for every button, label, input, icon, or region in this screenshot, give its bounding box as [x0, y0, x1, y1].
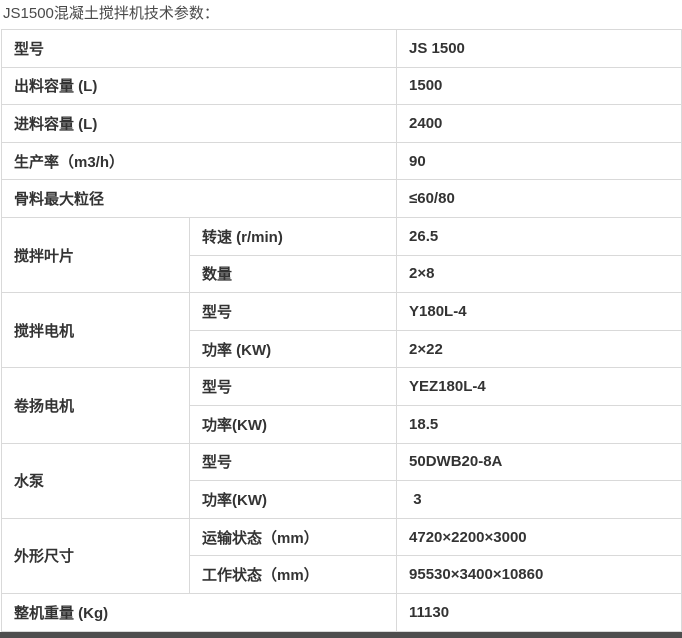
spec-value-cell: 2400 — [396, 104, 682, 143]
page-title: JS1500混凝土搅拌机技术参数： — [3, 5, 219, 22]
table-row: 水泵 型号 50DWB20-8A — [1, 442, 682, 519]
sub-label-cell: 型号 — [188, 442, 398, 482]
table-row: 数量 2×8 — [2, 254, 682, 294]
spec-value-cell: 1500 — [396, 66, 682, 106]
sub-label-cell: 工作状态（mm） — [188, 555, 398, 594]
sub-label-cell: 型号 — [188, 292, 398, 331]
spec-value-cell: 95530×3400×10860 — [396, 555, 682, 594]
spec-value-cell: 2×8 — [396, 254, 682, 294]
spec-value-cell: 4720×2200×3000 — [396, 517, 682, 557]
sub-label-cell: 转速 (r/min) — [188, 216, 398, 256]
group-label-cell: 外形尺寸 — [1, 517, 190, 594]
table-row: 卷扬电机 型号 YEZ180L-4 — [1, 367, 682, 444]
group-label-cell: 卷扬电机 — [1, 367, 190, 444]
sub-label-cell: 功率(KW) — [188, 480, 398, 519]
table-row: 生产率（m3/h） 90 — [0, 141, 682, 181]
table-row: 整机重量 (Kg) 11130 — [0, 592, 682, 632]
spec-value-cell: ≤60/80 — [396, 179, 682, 218]
sub-label-cell: 型号 — [188, 367, 398, 406]
spec-value-cell: 11130 — [396, 592, 682, 632]
group-label-cell: 水泵 — [1, 442, 190, 519]
spec-value-cell: JS 1500 — [396, 29, 682, 68]
sub-label-cell: 数量 — [188, 254, 398, 294]
group-label-cell: 搅拌叶片 — [1, 216, 190, 294]
spec-value-cell: 18.5 — [396, 404, 682, 444]
spec-label-cell: 出料容量 (L) — [0, 66, 398, 106]
spec-value-cell: 3 — [396, 480, 682, 519]
table-row: 搅拌电机 型号 Y180L-4 — [1, 292, 682, 369]
table-row: 工作状态（mm） 95530×3400×10860 — [2, 555, 682, 594]
footer-divider-bar — [0, 632, 682, 638]
table-row: 功率(KW) 18.5 — [2, 404, 682, 444]
spec-label-cell: 骨料最大粒径 — [0, 179, 398, 218]
spec-value-cell: 26.5 — [396, 216, 682, 256]
table-row: 型号 JS 1500 — [0, 29, 682, 68]
sub-label-cell: 运输状态（mm） — [188, 517, 398, 557]
table-row: 进料容量 (L) 2400 — [0, 104, 682, 143]
table-row: 功率 (KW) 2×22 — [2, 329, 682, 369]
sub-label-cell: 功率(KW) — [188, 404, 398, 444]
spec-label-cell: 生产率（m3/h） — [0, 141, 398, 181]
spec-label-cell: 型号 — [0, 29, 398, 68]
table-row: 骨料最大粒径 ≤60/80 — [0, 179, 682, 218]
table-row: 外形尺寸 运输状态（mm） 4720×2200×3000 — [1, 517, 682, 594]
spec-label-cell: 进料容量 (L) — [0, 104, 398, 143]
table-row: 出料容量 (L) 1500 — [0, 66, 682, 106]
group-label-cell: 搅拌电机 — [1, 292, 190, 369]
table-row: 功率(KW) 3 — [2, 480, 682, 519]
spec-value-cell: 90 — [396, 141, 682, 181]
spec-value-cell: 2×22 — [396, 329, 682, 369]
table-row: 搅拌叶片 转速 (r/min) 26.5 — [1, 216, 682, 294]
sub-label-cell: 功率 (KW) — [188, 329, 398, 369]
spec-value-cell: 50DWB20-8A — [396, 442, 682, 482]
spec-table: 型号 JS 1500 出料容量 (L) 1500 进料容量 (L) 2400 生… — [0, 29, 682, 632]
spec-value-cell: YEZ180L-4 — [396, 367, 682, 406]
spec-label-cell: 整机重量 (Kg) — [0, 592, 398, 632]
spec-value-cell: Y180L-4 — [396, 292, 682, 331]
